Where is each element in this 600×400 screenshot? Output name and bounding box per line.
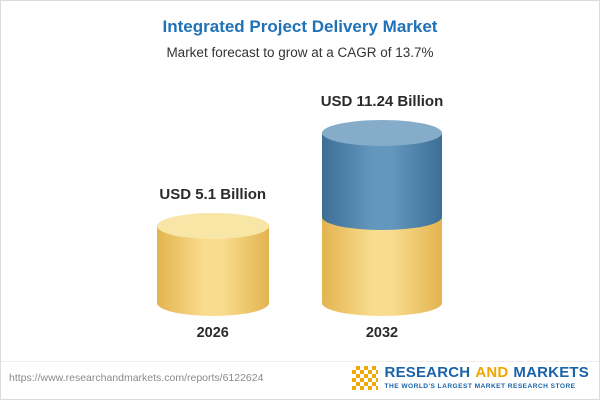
page-subtitle: Market forecast to grow at a CAGR of 13.… bbox=[166, 45, 434, 60]
bar-chart: USD 5.1 Billion 2026 USD 11.24 Billion 2… bbox=[1, 93, 599, 341]
value-label-2026: USD 5.1 Billion bbox=[159, 186, 267, 203]
logo-pixel-globe-icon bbox=[351, 365, 378, 390]
bar-2032-yellow-segment bbox=[321, 217, 442, 316]
category-label-2026: 2026 bbox=[196, 325, 229, 341]
header: Integrated Project Delivery Market Marke… bbox=[1, 1, 599, 60]
category-label-2032: 2032 bbox=[365, 325, 399, 341]
research-and-markets-logo: RESEARCH AND MARKETS THE WORLD'S LARGEST… bbox=[351, 365, 589, 390]
bar-2032-top-ellipse bbox=[321, 120, 442, 146]
footer: https://www.researchandmarkets.com/repor… bbox=[1, 361, 599, 399]
bar-group-2032: USD 11.24 Billion 2032 bbox=[321, 93, 444, 341]
logo-word-and: AND bbox=[475, 364, 509, 382]
value-label-2032: USD 11.24 Billion bbox=[320, 93, 444, 110]
logo-word-research: RESEARCH bbox=[384, 364, 471, 382]
bar-2026-cylinder bbox=[156, 213, 269, 316]
logo-name: RESEARCH AND MARKETS bbox=[385, 365, 589, 381]
page-title: Integrated Project Delivery Market bbox=[162, 17, 438, 36]
bar-2026-body bbox=[156, 226, 269, 316]
bar-group-2026: USD 5.1 Billion 2026 bbox=[156, 186, 269, 341]
bar-2026-top-ellipse bbox=[156, 213, 269, 239]
logo-tagline: THE WORLD'S LARGEST MARKET RESEARCH STOR… bbox=[384, 382, 576, 390]
report-url-link[interactable]: https://www.researchandmarkets.com/repor… bbox=[9, 371, 264, 384]
logo-text: RESEARCH AND MARKETS THE WORLD'S LARGEST… bbox=[385, 365, 589, 390]
bar-2032-cylinder bbox=[321, 120, 442, 316]
logo-word-markets: MARKETS bbox=[513, 364, 589, 382]
bar-2032-blue-segment bbox=[321, 133, 442, 230]
